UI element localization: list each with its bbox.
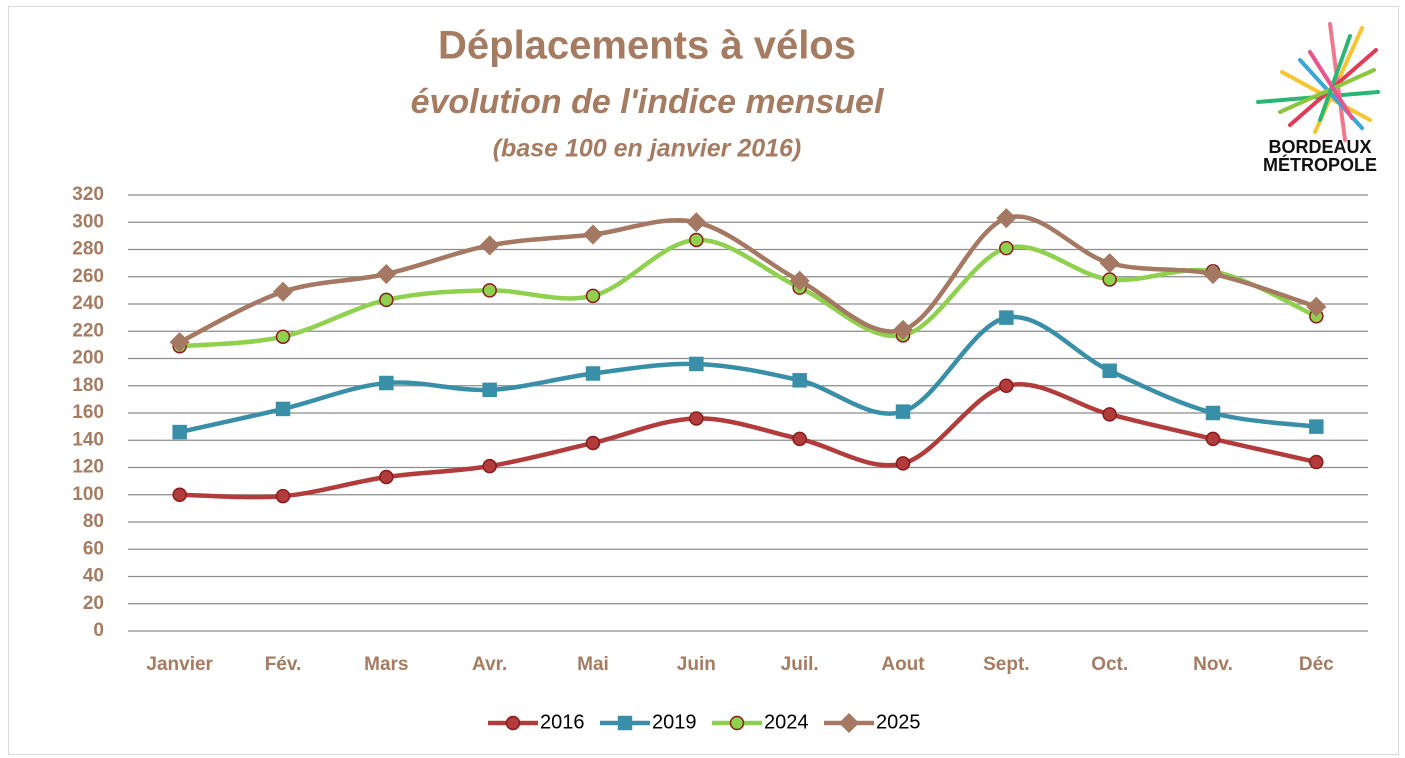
marker — [479, 235, 500, 256]
marker — [895, 456, 911, 471]
marker — [895, 404, 911, 419]
x-tick-label: Juin — [677, 654, 716, 675]
marker — [1309, 419, 1324, 434]
y-tick-label: 140 — [72, 429, 104, 450]
marker — [482, 458, 497, 474]
marker — [686, 212, 707, 233]
legend-marker — [838, 712, 860, 734]
marker — [689, 411, 704, 426]
x-tick-label: Déc — [1299, 654, 1334, 675]
marker — [585, 288, 601, 304]
marker — [1102, 407, 1117, 422]
marker — [892, 319, 914, 340]
chart-border — [8, 6, 1399, 755]
marker — [1205, 431, 1221, 447]
x-tick-label: Mai — [577, 654, 609, 675]
x-tick-label: Nov. — [1193, 654, 1233, 675]
legend-marker — [617, 715, 633, 731]
marker — [789, 270, 810, 291]
y-tick-label: 200 — [72, 348, 104, 369]
marker — [275, 488, 291, 504]
y-tick-label: 100 — [72, 484, 104, 505]
y-tick-label: 320 — [72, 184, 104, 205]
legend-label: 2024 — [764, 711, 809, 733]
marker — [379, 292, 394, 308]
marker — [792, 431, 807, 447]
chart-note: (base 100 en janvier 2016) — [493, 135, 802, 163]
x-tick-label: Janvier — [146, 654, 213, 675]
marker — [172, 487, 187, 502]
y-tick-label: 160 — [72, 402, 104, 423]
logo: BORDEAUX MÉTROPOLE — [1256, 22, 1380, 175]
y-tick-label: 180 — [72, 375, 104, 396]
y-tick-label: 80 — [83, 511, 104, 532]
y-tick-label: 40 — [83, 566, 104, 587]
marker — [999, 310, 1014, 325]
logo-text: MÉTROPOLE — [1263, 154, 1377, 175]
marker — [999, 378, 1014, 393]
y-tick-label: 220 — [72, 320, 104, 341]
marker — [792, 373, 807, 388]
marker — [999, 240, 1014, 256]
marker — [275, 329, 291, 344]
marker — [379, 469, 394, 485]
marker — [1099, 253, 1120, 274]
y-tick-label: 60 — [83, 538, 104, 559]
y-tick-label: 20 — [83, 593, 104, 614]
x-tick-label: Sept. — [983, 654, 1029, 675]
x-tick-label: Juil. — [781, 654, 819, 675]
marker — [1102, 363, 1117, 379]
y-tick-label: 0 — [93, 620, 104, 641]
x-tick-label: Oct. — [1091, 654, 1128, 675]
marker — [272, 281, 294, 302]
marker — [1202, 263, 1224, 285]
chart-subtitle: évolution de l'indice mensuel — [411, 83, 885, 121]
legend-marker — [729, 715, 745, 731]
series — [172, 378, 1324, 504]
marker — [582, 224, 604, 245]
marker — [585, 366, 601, 381]
x-tick-label: Fév. — [265, 654, 302, 675]
line — [179, 382, 1317, 500]
x-tick-label: Aout — [881, 654, 925, 675]
legend-label: 2025 — [876, 711, 921, 733]
y-tick-label: 120 — [72, 457, 104, 478]
marker — [172, 424, 187, 440]
y-tick-label: 280 — [72, 239, 104, 260]
marker — [996, 208, 1017, 229]
marker — [585, 435, 601, 451]
legend-label: 2016 — [540, 711, 585, 733]
y-tick-label: 300 — [72, 211, 104, 232]
marker — [169, 332, 190, 353]
legend-marker — [505, 715, 521, 731]
marker — [689, 232, 704, 248]
marker — [275, 401, 291, 417]
y-tick-label: 240 — [72, 293, 104, 314]
x-tick-label: Avr. — [472, 654, 507, 675]
marker — [1205, 405, 1221, 421]
marker — [689, 356, 704, 372]
series — [172, 310, 1324, 440]
marker — [379, 375, 394, 391]
x-tick-label: Mars — [364, 654, 408, 675]
chart-title: Déplacements à vélos — [438, 24, 856, 68]
logo-text: BORDEAUX — [1268, 137, 1371, 157]
marker — [1309, 454, 1324, 470]
marker — [482, 382, 497, 398]
legend-label: 2019 — [652, 711, 697, 733]
marker — [1306, 296, 1327, 317]
marker — [1102, 272, 1117, 287]
marker — [376, 263, 397, 285]
marker — [482, 283, 497, 298]
y-tick-label: 260 — [72, 266, 104, 287]
series — [169, 208, 1327, 353]
